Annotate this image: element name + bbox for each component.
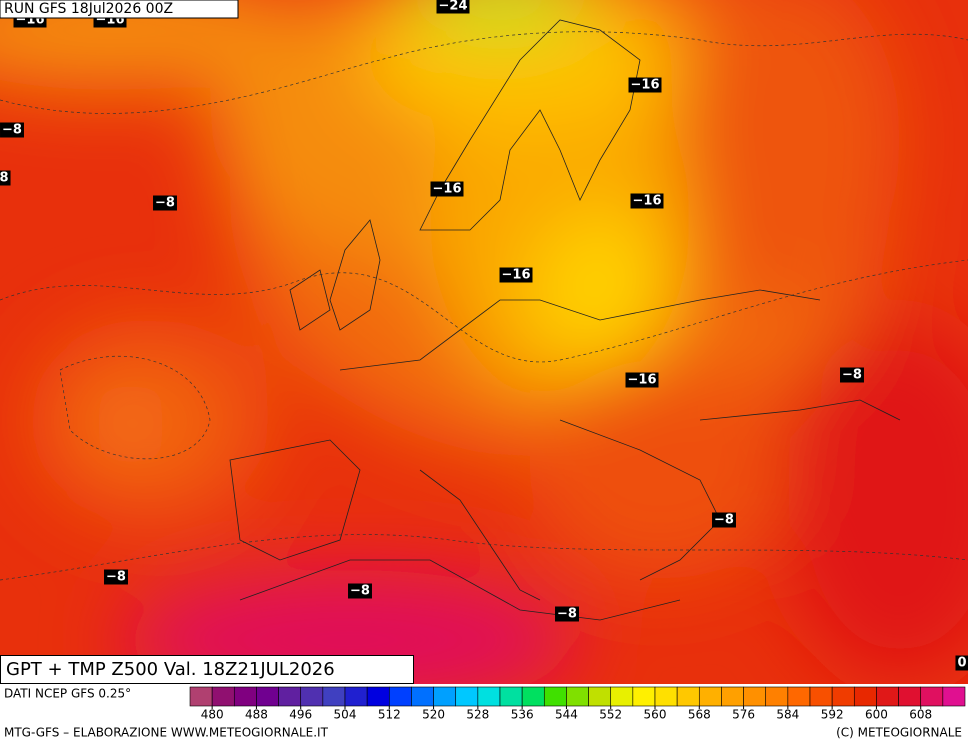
colorbar-cell xyxy=(322,686,346,707)
colorbar-tick-label: 544 xyxy=(555,708,578,722)
colorbar-tick-label: 568 xyxy=(688,708,711,722)
colorbar-tick-label: 504 xyxy=(334,708,357,722)
colorbar-cell xyxy=(433,686,457,707)
colorbar-cell xyxy=(632,686,656,707)
colorbar-tick-label: 480 xyxy=(201,708,224,722)
colorbar-cell xyxy=(211,686,235,707)
colorbar-cell xyxy=(743,686,767,707)
contour-label-bg xyxy=(625,372,659,388)
colorbar-tick-label: 536 xyxy=(511,708,534,722)
contour-label-bg xyxy=(555,606,579,622)
colorbar-cell xyxy=(676,686,700,707)
contour-label-bg xyxy=(153,195,177,211)
colorbar-cell xyxy=(411,686,434,707)
colorbar-tick-label: 520 xyxy=(422,708,445,722)
contour-label-bg xyxy=(955,655,968,671)
colorbar-cell xyxy=(876,686,899,707)
colorbar-tick-label: 608 xyxy=(909,708,932,722)
contour-label-bg xyxy=(628,77,662,93)
footer-right: (C) METEOGIORNALE xyxy=(836,726,962,740)
contour-label: −8 xyxy=(155,196,175,211)
colorbar-cell xyxy=(388,686,412,707)
contour-label: −16 xyxy=(502,268,531,283)
contour-label: −8 xyxy=(106,570,126,585)
contour-label-bg xyxy=(430,181,464,197)
colorbar-cell xyxy=(898,686,922,707)
colorbar-cell xyxy=(920,686,944,707)
contour-label-bg xyxy=(712,512,736,528)
colorbar-cell xyxy=(654,686,678,707)
map-title: GPT + TMP Z500 Val. 18Z21JUL2026 xyxy=(6,659,335,680)
run-box xyxy=(0,0,239,19)
colorbar-cell xyxy=(787,686,811,707)
contour-label-bg xyxy=(0,122,24,138)
colorbar-cell xyxy=(477,686,501,707)
colorbar-tick-label: 512 xyxy=(378,708,401,722)
title-box xyxy=(0,655,414,684)
colorbar-tick-label: 552 xyxy=(599,708,622,722)
contour-label-bg xyxy=(499,267,533,283)
contour-label-bg xyxy=(348,583,372,599)
colorbar-cell xyxy=(499,686,523,707)
colorbar-cell xyxy=(233,686,257,707)
contour-label-bg xyxy=(104,569,128,585)
colorbar-cell xyxy=(942,686,966,707)
colorbar-tick-label: 496 xyxy=(289,708,312,722)
colorbar-cell xyxy=(853,686,877,707)
contour-label: −24 xyxy=(439,0,468,14)
colorbar-cell xyxy=(698,686,722,707)
contour-label: 0 xyxy=(957,656,966,671)
footer-left: MTG-GFS – ELABORAZIONE WWW.METEOGIORNALE… xyxy=(4,726,329,740)
colorbar-tick-label: 576 xyxy=(732,708,755,722)
colorbar-tick-label: 584 xyxy=(776,708,799,722)
colorbar-cell xyxy=(831,686,855,707)
contour-label: −16 xyxy=(433,182,462,197)
contour-label: −16 xyxy=(631,78,660,93)
colorbar-cell xyxy=(721,686,744,707)
isotherms xyxy=(0,31,968,581)
colorbar-cell xyxy=(278,686,302,707)
colorbar-tick-label: 560 xyxy=(644,708,667,722)
run-label: RUN GFS 18Jul2026 00Z xyxy=(4,1,173,17)
contour-label-bg xyxy=(436,0,470,14)
contour-label-bg xyxy=(840,367,864,383)
colorbar-cell xyxy=(610,686,634,707)
map-field xyxy=(0,0,968,684)
colorbar-tick-label: 488 xyxy=(245,708,268,722)
colorbar-tick-label: 600 xyxy=(865,708,888,722)
colorbar-cell xyxy=(588,686,612,707)
colorbar-cell xyxy=(765,686,789,707)
contour-label: −8 xyxy=(557,607,577,622)
colorbar-cell xyxy=(455,686,479,707)
contour-label-bg xyxy=(630,193,664,209)
coastlines xyxy=(229,19,901,621)
contour-label: −8 xyxy=(714,513,734,528)
colorbar-tick-label: 528 xyxy=(466,708,489,722)
colorbar-tick-label: 592 xyxy=(821,708,844,722)
contour-label: 8 xyxy=(0,171,9,186)
colorbar-cell xyxy=(809,686,833,707)
colorbar-cell xyxy=(521,686,545,707)
contour-label: −8 xyxy=(2,123,22,138)
contour-label: −16 xyxy=(628,373,657,388)
colorbar-cell xyxy=(366,686,390,707)
source-label: DATI NCEP GFS 0.25° xyxy=(4,687,131,701)
contour-label-bg xyxy=(0,170,11,186)
colorbar-cell xyxy=(543,686,567,707)
contour-label: −8 xyxy=(350,584,370,599)
colorbar-cell xyxy=(344,686,368,707)
contour-label: −16 xyxy=(633,194,662,209)
colorbar-cell xyxy=(256,686,279,707)
colorbar-cell xyxy=(300,686,324,707)
colorbar-cell xyxy=(566,686,589,707)
colorbar-cell xyxy=(189,686,213,707)
contour-label: −8 xyxy=(842,368,862,383)
